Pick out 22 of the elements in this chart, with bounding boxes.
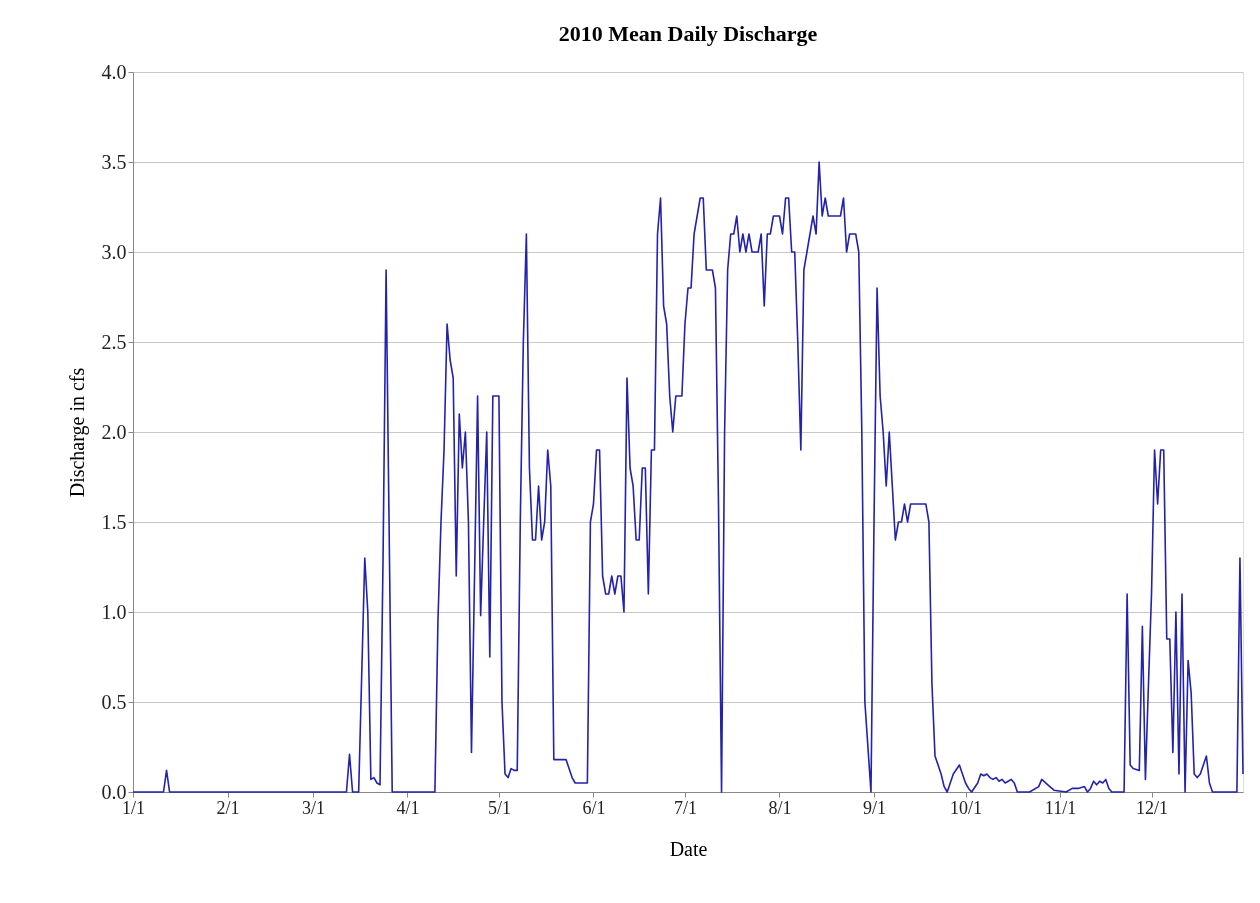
- y-axis-title: Discharge in cfs: [65, 367, 89, 498]
- y-tick-label: 0.5: [101, 690, 127, 713]
- y-tick-label: 1.5: [101, 510, 127, 533]
- y-tick-label: 3.0: [101, 240, 127, 263]
- x-axis-title: Date: [669, 837, 708, 860]
- x-tick-label: 3/1: [301, 797, 325, 818]
- y-tick-label: 2.0: [101, 420, 127, 443]
- y-tick-label: 3.5: [101, 150, 127, 173]
- x-tick-label: 4/1: [396, 797, 420, 818]
- x-tick-label: 11/1: [1044, 797, 1077, 818]
- x-tick-label: 8/1: [768, 797, 792, 818]
- x-tick-label: 2/1: [216, 797, 240, 818]
- chart-title: 2010 Mean Daily Discharge: [558, 21, 818, 46]
- x-tick-label: 6/1: [582, 797, 606, 818]
- x-tick-label: 7/1: [673, 797, 697, 818]
- x-tick-label: 9/1: [863, 797, 887, 818]
- y-tick-label: 2.5: [101, 330, 127, 353]
- x-tick-label: 5/1: [487, 797, 511, 818]
- y-tick-label: 4.0: [101, 60, 127, 83]
- x-tick-label: 10/1: [949, 797, 983, 818]
- x-tick-label: 12/1: [1136, 797, 1169, 818]
- y-tick-label: 1.0: [101, 600, 127, 623]
